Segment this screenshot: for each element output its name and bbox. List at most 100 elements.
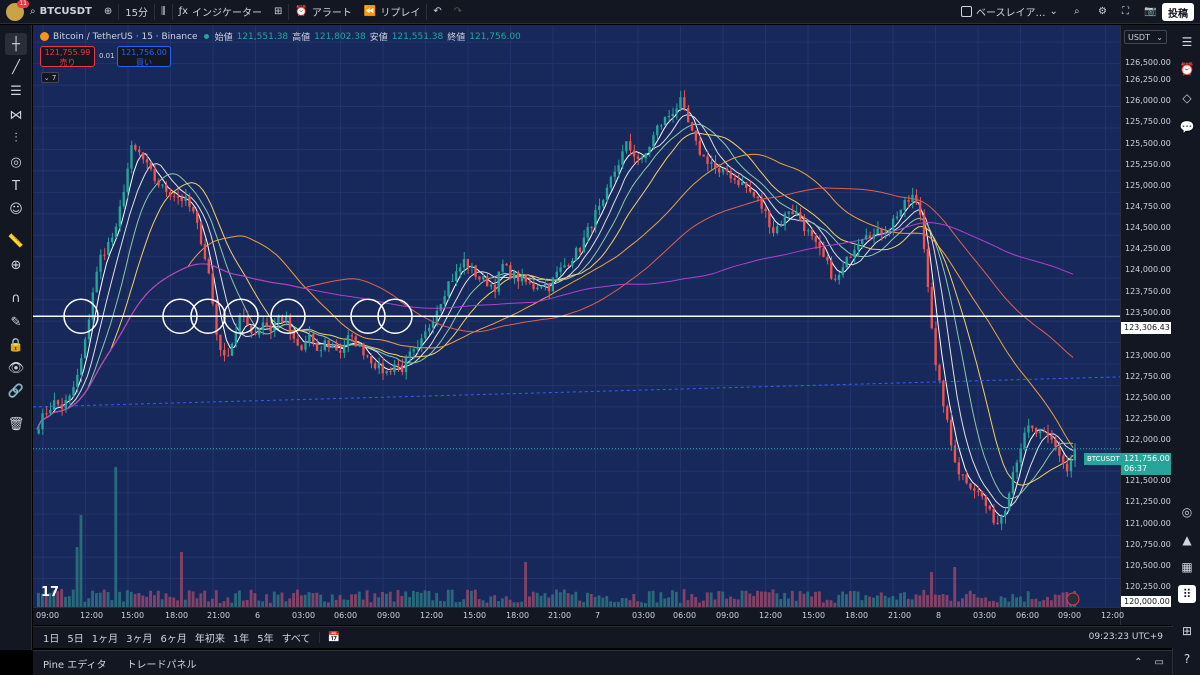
- lock-icon[interactable]: 🔒: [7, 337, 25, 353]
- currency-selector[interactable]: USDT ⌄: [1124, 30, 1167, 44]
- range-5y[interactable]: 5年: [257, 634, 274, 645]
- volume-bar: [346, 599, 350, 607]
- replay-button[interactable]: ⏪ リプレイ: [358, 0, 426, 24]
- range-all[interactable]: すべて: [281, 634, 311, 645]
- settings-button[interactable]: ⚙: [1092, 0, 1113, 24]
- time-axis[interactable]: 09:00 12:00 15:00 18:00 21:00 6 03:00 06:00 09:0…: [33, 607, 1124, 625]
- range-1d[interactable]: 1日: [43, 634, 60, 645]
- fib-tool-icon[interactable]: ☰: [10, 83, 22, 99]
- watchlist-icon[interactable]: ☰: [1181, 35, 1193, 49]
- candle-body: [95, 271, 98, 293]
- buy-button[interactable]: 121,756.00 買い: [117, 46, 171, 67]
- range-5d[interactable]: 5日: [67, 634, 84, 645]
- candle-body: [304, 342, 307, 350]
- lock-drawing-icon[interactable]: ✎: [10, 314, 22, 330]
- projection-tool-icon[interactable]: ⫶: [14, 130, 18, 146]
- candle-body: [536, 287, 539, 290]
- candle-body: [601, 200, 605, 206]
- time-tick-label: 21:00: [548, 611, 572, 620]
- chart-type-button[interactable]: ⫼: [155, 0, 172, 24]
- post-button[interactable]: 投稿: [1162, 3, 1194, 21]
- redo-button[interactable]: ↷: [448, 0, 468, 24]
- trash-icon[interactable]: 🗑: [7, 416, 25, 432]
- chart-pane[interactable]: [33, 25, 1173, 625]
- price-chart[interactable]: [33, 25, 1120, 607]
- volume-bar: [957, 601, 961, 607]
- volume-bar: [415, 591, 419, 607]
- alert-button[interactable]: ⏰ アラート: [289, 0, 357, 24]
- candle-body: [319, 350, 323, 352]
- snapshot-button[interactable]: 📷: [1138, 0, 1162, 24]
- date-range-icon[interactable]: 📅: [318, 632, 344, 643]
- compare-button[interactable]: ⊕: [98, 0, 118, 24]
- alerts-icon[interactable]: ⏰: [1179, 62, 1195, 76]
- indicators-button[interactable]: ƒx インジケーター: [173, 0, 268, 24]
- candle-body: [949, 419, 953, 446]
- time-tick-label: 8: [936, 611, 942, 620]
- layers-icon[interactable]: ◇: [1182, 91, 1192, 105]
- volume-bar: [678, 602, 682, 607]
- chart-legend[interactable]: Bitcoin / TetherUS · 15 · Binance 始値 121,…: [40, 30, 521, 43]
- volume-bar: [384, 593, 388, 607]
- volume-bar: [705, 592, 709, 607]
- zoom-tool-icon[interactable]: ⊕: [10, 257, 22, 273]
- link-icon[interactable]: 🔗: [7, 383, 25, 399]
- calendar-icon[interactable]: ▦: [1181, 560, 1193, 574]
- templates-button[interactable]: ⊞: [268, 0, 288, 24]
- clock[interactable]: 09:23:23 UTC+9: [1088, 632, 1163, 642]
- range-1y[interactable]: 1年: [232, 634, 250, 645]
- candle-body: [497, 271, 500, 292]
- pattern-tool-icon[interactable]: ⋈: [9, 107, 23, 123]
- trendline-tool-icon[interactable]: ╱: [12, 59, 20, 75]
- volume-bar: [748, 593, 752, 607]
- chevron-up-icon[interactable]: ⌃: [1134, 657, 1143, 668]
- volume-bar: [268, 602, 272, 607]
- ideas-icon[interactable]: ▲: [1182, 533, 1192, 547]
- range-1m[interactable]: 1ヶ月: [91, 634, 119, 645]
- high-value: 121,802.38: [314, 31, 366, 42]
- chat-icon[interactable]: 💬: [1179, 120, 1195, 134]
- candle-body: [563, 265, 566, 268]
- volume-bar: [643, 602, 647, 607]
- candle-body: [710, 162, 713, 164]
- price-axis[interactable]: USDT ⌄ 126,500.00 126,250.00 126,000.00 125,…: [1084, 25, 1173, 625]
- interval-button[interactable]: 15分: [119, 0, 154, 24]
- sell-button[interactable]: 121,755.99 売り: [40, 46, 95, 67]
- tab-trading-panel[interactable]: トレードパネル: [126, 659, 197, 671]
- candle-body: [509, 265, 512, 279]
- volume-bar: [307, 592, 311, 607]
- avatar[interactable]: 11: [6, 0, 29, 21]
- crosshair-tool-icon[interactable]: ┼: [5, 33, 27, 55]
- candle-body: [640, 158, 643, 160]
- volume-bar: [837, 594, 841, 607]
- undo-button[interactable]: ↶: [427, 0, 447, 24]
- symbol-search[interactable]: ⌕ BTCUSDT: [24, 0, 98, 24]
- quick-search-button[interactable]: ⌕: [1068, 0, 1086, 24]
- pine-icon[interactable]: ⊞: [1181, 624, 1193, 638]
- tab-pine-editor[interactable]: Pine エディタ: [43, 659, 107, 671]
- candle-body: [91, 292, 94, 320]
- price-tick-label: 123,500.00: [1125, 308, 1171, 317]
- text-tool-icon[interactable]: T: [12, 178, 20, 194]
- shapes-tool-icon[interactable]: ◎: [10, 154, 22, 170]
- magnet-tool-icon[interactable]: ∩: [11, 290, 21, 306]
- price-tick-label: 120,250.00: [1125, 582, 1171, 591]
- emoji-tool-icon[interactable]: ☺: [9, 201, 23, 217]
- target-icon[interactable]: ◎: [1181, 505, 1193, 519]
- candle-body: [926, 248, 930, 287]
- time-tick-label: 06:00: [334, 611, 358, 620]
- range-ytd[interactable]: 年初来: [194, 634, 225, 645]
- maximize-icon[interactable]: ▭: [1154, 657, 1164, 668]
- candle-body: [818, 241, 821, 249]
- eye-icon[interactable]: 👁: [7, 360, 25, 376]
- apps-icon[interactable]: ⠿: [1178, 585, 1196, 603]
- help-icon[interactable]: ?: [1183, 652, 1191, 666]
- candle-body: [659, 125, 663, 127]
- candle-body: [737, 180, 740, 186]
- range-6m[interactable]: 6ヶ月: [160, 634, 187, 645]
- range-3m[interactable]: 3ヶ月: [126, 634, 153, 645]
- indicators-collapse-button[interactable]: ⌄ 7: [41, 72, 59, 83]
- fullscreen-button[interactable]: ⛶: [1116, 0, 1135, 24]
- ruler-tool-icon[interactable]: 📏: [7, 233, 25, 249]
- layout-button[interactable]: ベースレイア… ⌄: [955, 0, 1064, 24]
